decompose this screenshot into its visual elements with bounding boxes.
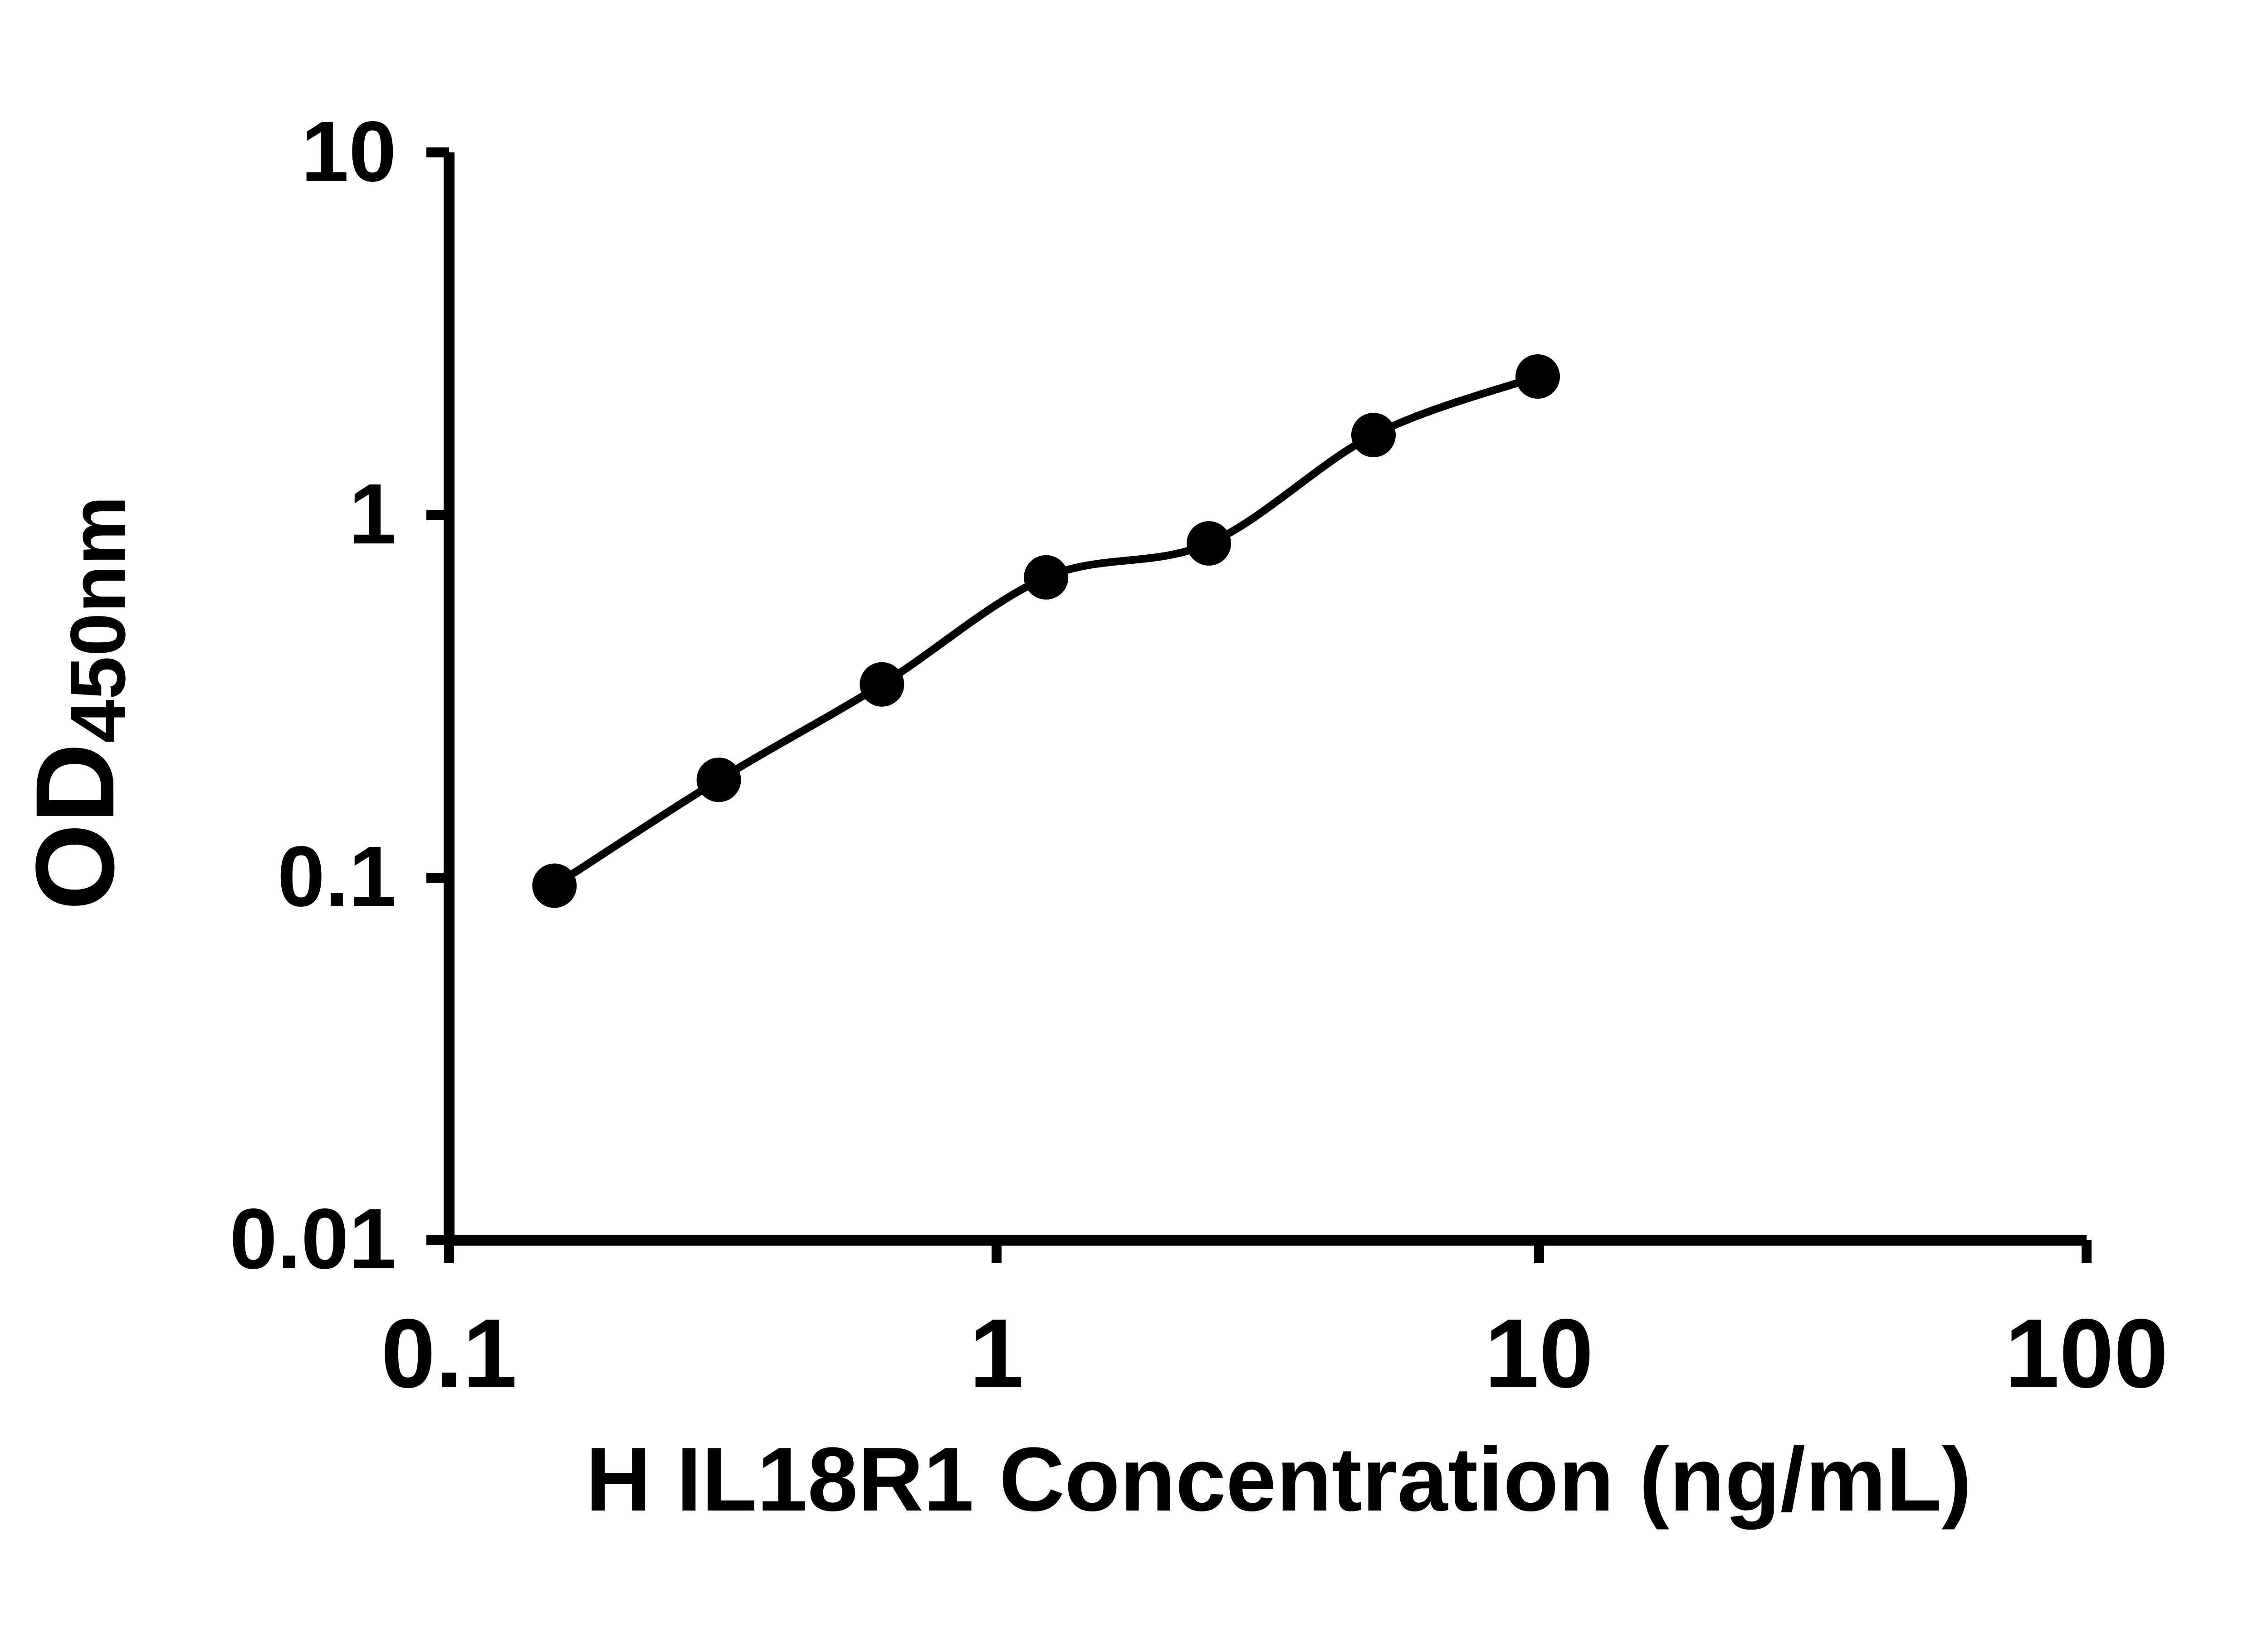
- svg-text:10: 10: [301, 104, 396, 200]
- svg-text:1: 1: [969, 1298, 1024, 1408]
- svg-text:1: 1: [349, 466, 396, 562]
- svg-text:10: 10: [1485, 1298, 1593, 1408]
- svg-text:0.1: 0.1: [381, 1298, 517, 1408]
- svg-text:H IL18R1 Concentration (ng/mL): H IL18R1 Concentration (ng/mL): [586, 1429, 1972, 1530]
- svg-text:100: 100: [2005, 1298, 2168, 1408]
- svg-text:0.1: 0.1: [277, 829, 396, 924]
- svg-text:0.01: 0.01: [230, 1191, 396, 1287]
